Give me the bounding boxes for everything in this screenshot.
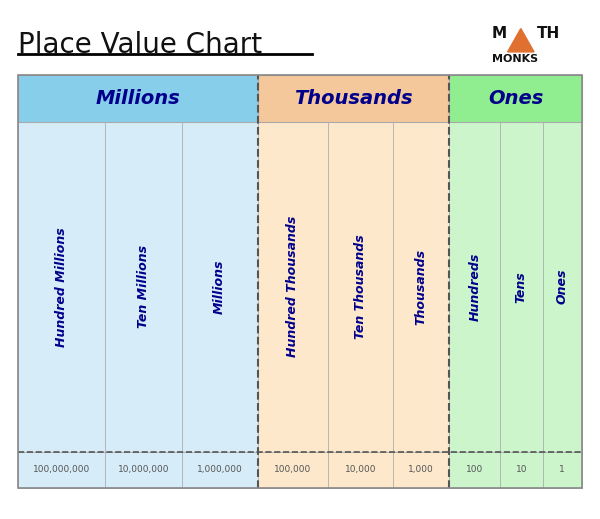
- FancyBboxPatch shape: [449, 452, 500, 488]
- FancyBboxPatch shape: [18, 452, 106, 488]
- Text: 10: 10: [515, 465, 527, 474]
- Text: 10,000,000: 10,000,000: [118, 465, 169, 474]
- Text: Hundred Millions: Hundred Millions: [55, 227, 68, 347]
- FancyBboxPatch shape: [449, 75, 582, 122]
- Text: Ten Millions: Ten Millions: [137, 245, 150, 329]
- Text: 100,000: 100,000: [274, 465, 311, 474]
- FancyBboxPatch shape: [500, 122, 542, 452]
- FancyBboxPatch shape: [328, 122, 393, 452]
- FancyBboxPatch shape: [542, 452, 582, 488]
- Text: 100: 100: [466, 465, 484, 474]
- Text: Ones: Ones: [488, 89, 544, 108]
- FancyBboxPatch shape: [328, 452, 393, 488]
- FancyBboxPatch shape: [182, 452, 258, 488]
- Text: 1,000,000: 1,000,000: [197, 465, 242, 474]
- Text: Tens: Tens: [515, 271, 528, 303]
- FancyBboxPatch shape: [258, 122, 328, 452]
- Text: Thousands: Thousands: [415, 249, 428, 325]
- Text: 100,000,000: 100,000,000: [33, 465, 91, 474]
- FancyBboxPatch shape: [258, 452, 328, 488]
- FancyBboxPatch shape: [258, 75, 449, 122]
- FancyBboxPatch shape: [449, 122, 500, 452]
- FancyBboxPatch shape: [18, 75, 258, 122]
- FancyBboxPatch shape: [106, 122, 182, 452]
- Text: Millions: Millions: [95, 89, 180, 108]
- Text: Place Value Chart: Place Value Chart: [18, 31, 262, 59]
- FancyBboxPatch shape: [393, 452, 449, 488]
- FancyBboxPatch shape: [18, 122, 106, 452]
- FancyBboxPatch shape: [106, 452, 182, 488]
- Text: 1: 1: [559, 465, 565, 474]
- Text: Millions: Millions: [213, 260, 226, 314]
- Text: Ones: Ones: [556, 269, 569, 305]
- Text: Hundreds: Hundreds: [469, 253, 481, 321]
- FancyBboxPatch shape: [500, 452, 542, 488]
- FancyBboxPatch shape: [542, 122, 582, 452]
- Text: TH: TH: [537, 26, 560, 41]
- Text: MONKS: MONKS: [492, 54, 538, 64]
- Text: Ten Thousands: Ten Thousands: [354, 235, 367, 339]
- Text: 10,000: 10,000: [345, 465, 376, 474]
- FancyBboxPatch shape: [182, 122, 258, 452]
- Polygon shape: [508, 29, 534, 52]
- Text: Hundred Thousands: Hundred Thousands: [286, 216, 299, 358]
- Text: M: M: [492, 26, 507, 41]
- FancyBboxPatch shape: [393, 122, 449, 452]
- Text: 1,000: 1,000: [409, 465, 434, 474]
- Text: Thousands: Thousands: [294, 89, 413, 108]
